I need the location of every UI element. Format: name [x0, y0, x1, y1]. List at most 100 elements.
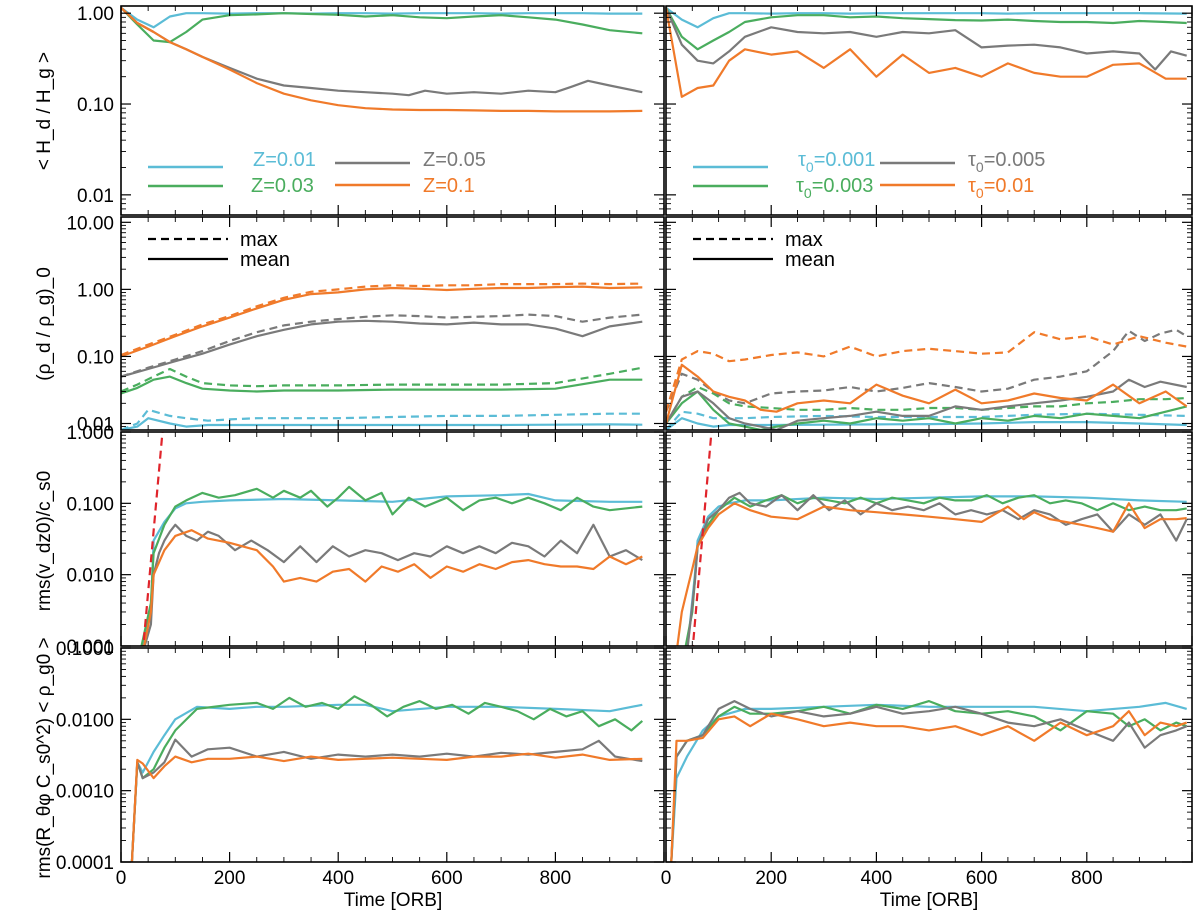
- series-line-z-0-03: [140, 485, 643, 646]
- panel-row0-left: 0.01 0.10 1.00 Z=0.01 Z=0.03 Z=0.05 Z=0.1: [77, 4, 665, 216]
- ylabel-row1: (ρ_d / ρ_g)_0: [34, 267, 55, 381]
- series-line-z-0-01: [121, 6, 643, 29]
- plot-frame: [665, 431, 1193, 647]
- series-line--0-0-005: [686, 491, 1188, 646]
- legend-label: Z=0.05: [423, 149, 486, 171]
- series-group: [670, 699, 1188, 862]
- x-tick-label: 800: [1071, 868, 1103, 889]
- series-line--0-0-01: [676, 502, 1187, 646]
- y-tick-label: 1.00: [77, 280, 114, 301]
- series-line-z-0-05-max: [121, 313, 643, 378]
- y-tick-label: 10.00: [66, 213, 114, 234]
- y-tick-label: 0.001: [66, 637, 114, 658]
- legend-label-value: =0.001: [814, 149, 876, 171]
- series-line-z-0-1: [121, 6, 643, 113]
- series-line-z-0-03: [121, 6, 643, 44]
- y-tick-label: 1.000: [66, 423, 114, 444]
- series-group: [121, 282, 643, 430]
- legend-label-mean: mean: [240, 249, 290, 271]
- x-tick-label: 600: [966, 868, 998, 889]
- x-tick-label: 0: [116, 868, 127, 889]
- series-line--0-0-003: [666, 7, 1187, 51]
- series-group: [130, 695, 644, 862]
- legend-label: τ0=0.001: [798, 149, 875, 175]
- series-line-z-0-03-mean: [121, 375, 643, 395]
- series-line--0-0-01-mean: [666, 363, 1188, 424]
- series-group: [666, 328, 1188, 430]
- y-tick-label: 0.0100: [56, 710, 114, 731]
- series-line--0-0-005: [666, 7, 1187, 71]
- y-tick-label: 0.1000: [56, 639, 114, 660]
- series-line--0-0-001-max: [666, 410, 1187, 430]
- x-tick-label: 200: [755, 868, 787, 889]
- legend-label: τ0=0.003: [796, 175, 873, 201]
- plot-frame: [665, 647, 1193, 863]
- x-tick-label: 800: [540, 868, 572, 889]
- legend-label-max: max: [240, 229, 278, 251]
- series-line--0-0-01-max: [666, 331, 1187, 413]
- series-line--0-0-001: [666, 6, 1187, 29]
- series-line--0-0-001: [686, 495, 1187, 646]
- series-line--0-0-001-mean: [666, 417, 1187, 430]
- ylabel-row3: rms(R_θφ C_s0^2) < ρ_g0 >: [34, 637, 55, 878]
- ylabel-row0: < H_d / H_g >: [34, 52, 55, 170]
- legend-label-symbol: τ: [968, 175, 976, 197]
- x-tick-label: 200: [214, 868, 246, 889]
- x-tick-label: 0: [661, 868, 672, 889]
- series-line--0-0-005-mean: [666, 378, 1187, 430]
- legend-label: τ0=0.01: [968, 175, 1034, 201]
- legend-label: τ0=0.005: [968, 149, 1045, 175]
- xlabel-right: Time [ORB]: [880, 890, 979, 911]
- series-line-z-0-1: [142, 529, 643, 646]
- legend-label-subscript: 0: [976, 185, 984, 201]
- panel-row2-right: [665, 431, 1193, 647]
- legend-label-max: max: [785, 229, 823, 251]
- legend-label: Z=0.1: [423, 175, 475, 197]
- y-tick-label: 0.0001: [56, 853, 114, 874]
- y-tick-label: 0.01: [77, 415, 114, 436]
- plot-frame: [665, 216, 1193, 431]
- plot-frame: [120, 431, 665, 647]
- series-line-z-0-01: [140, 492, 643, 646]
- series-line-z-0-05: [130, 738, 643, 862]
- series-line-growth: [142, 432, 164, 646]
- legend-label-mean: mean: [785, 249, 835, 271]
- legend-label-value: =0.005: [984, 149, 1046, 171]
- xlabel-left: Time [ORB]: [344, 890, 443, 911]
- y-tick-label: 1.00: [77, 4, 114, 25]
- series-line-z-0-01-max: [121, 408, 643, 430]
- legend-label-value: =0.003: [812, 175, 874, 197]
- legend-label-subscript: 0: [806, 159, 814, 175]
- series-line--0-0-003: [684, 494, 1187, 646]
- panel-row3-right: 0 200 400 600 800: [661, 647, 1193, 889]
- series-line--0-0-01: [670, 710, 1188, 862]
- series-line--0-0-005-max: [666, 328, 1188, 413]
- series-line-z-0-1: [130, 752, 643, 862]
- series-line-z-0-03-max: [121, 366, 643, 393]
- panel-row3-left: 0 200 400 600 800 0.0001 0.0010 0.0100 0.1000: [56, 639, 665, 889]
- series-line-z-0-05: [143, 523, 643, 646]
- series-line--0-0-001: [670, 701, 1188, 862]
- legend-label: Z=0.03: [251, 175, 314, 197]
- series-line--0-0-005: [670, 699, 1188, 862]
- legend-label-subscript: 0: [976, 159, 984, 175]
- legend-label-symbol: τ: [796, 175, 804, 197]
- series-line-z-0-1-max: [121, 282, 643, 357]
- y-tick-label: 0.010: [66, 566, 114, 587]
- panel-row2-left: 0.001 0.010 0.100 1.000: [66, 423, 665, 658]
- legend-label-symbol: τ: [798, 149, 806, 171]
- y-tick-label: 0.10: [77, 95, 114, 116]
- y-tick-label: 0.01: [77, 186, 114, 207]
- series-line-z-0-01-mean: [121, 417, 643, 430]
- series-line-z-0-01: [130, 703, 643, 862]
- series-line-z-0-03: [130, 695, 644, 862]
- panels: 0.010.101.00Z=0.01Z=0.03Z=0.05Z=0.1τ0=0.…: [56, 4, 1193, 889]
- x-tick-label: 600: [431, 868, 463, 889]
- series-line--0-0-01: [666, 7, 1187, 98]
